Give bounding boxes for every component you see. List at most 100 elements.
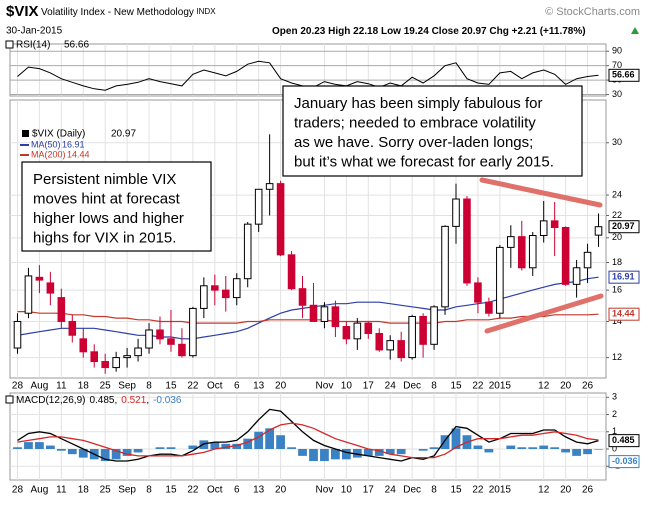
histogram-bar bbox=[484, 448, 494, 453]
histogram-bar bbox=[341, 448, 351, 460]
annotation-text: higher lows and higher bbox=[33, 210, 184, 227]
annotation-text: Persistent nimble VIX bbox=[33, 171, 176, 188]
histogram-bar bbox=[550, 447, 560, 449]
trend-line bbox=[479, 177, 603, 208]
histogram-bar bbox=[287, 447, 296, 449]
histogram-bar bbox=[100, 448, 110, 462]
histogram-bar bbox=[352, 448, 362, 458]
candle-body bbox=[79, 338, 88, 353]
candle-body bbox=[539, 220, 548, 236]
histogram-bar bbox=[451, 428, 461, 449]
candle-body bbox=[211, 285, 219, 291]
candle-body bbox=[342, 326, 351, 340]
x-tick-label: Oct bbox=[207, 381, 223, 392]
histogram-bar bbox=[396, 448, 406, 455]
x-tick-label: Aug bbox=[31, 381, 49, 392]
ohlc-value: 19.24 bbox=[404, 26, 429, 37]
y-tick-label: 22 bbox=[612, 210, 622, 220]
y-tick-label: 30 bbox=[612, 137, 622, 147]
histogram-bar bbox=[561, 448, 571, 453]
line bbox=[17, 311, 599, 324]
legend-label: MA(50) bbox=[31, 139, 61, 149]
x-tick-label: 20 bbox=[275, 485, 287, 496]
candle-body bbox=[517, 236, 526, 269]
x-tick-label: 10 bbox=[341, 381, 353, 392]
candle-body bbox=[331, 306, 340, 328]
y-tick-label: 0 bbox=[612, 443, 617, 453]
ohlc: Open 20.23 High 22.18 Low 19.24 Close 20… bbox=[272, 26, 586, 37]
histogram-bar bbox=[374, 448, 384, 456]
histogram-bar bbox=[265, 428, 275, 449]
candle-body bbox=[419, 315, 427, 345]
x-tick-label: 15 bbox=[165, 485, 177, 496]
x-tick-label: 20 bbox=[275, 381, 287, 392]
histogram-bar bbox=[331, 448, 340, 460]
legend-label: $VIX (Daily) bbox=[32, 129, 85, 140]
date: 30-Jan-2015 bbox=[6, 26, 63, 37]
x-tick-label: 28 bbox=[12, 381, 24, 392]
x-tick-label: 25 bbox=[100, 485, 112, 496]
annotation-text: moves hint at forecast bbox=[33, 190, 181, 207]
candle-body bbox=[408, 315, 416, 359]
histogram-bar bbox=[320, 448, 329, 462]
legend-swatch bbox=[22, 130, 29, 137]
annotation-box bbox=[21, 161, 212, 252]
x-tick-label: 18 bbox=[78, 381, 90, 392]
histogram-bar bbox=[166, 447, 176, 449]
legend-separator: , bbox=[146, 395, 149, 406]
legend-separator: , bbox=[115, 395, 118, 406]
candle-body bbox=[463, 198, 471, 284]
source: © StockCharts.com bbox=[545, 6, 640, 18]
legend-swatch bbox=[5, 395, 14, 404]
header-title: $VIX Volatility Index - New Methodology … bbox=[6, 3, 216, 20]
histogram-bar bbox=[13, 447, 22, 449]
change: +2.21 bbox=[512, 26, 538, 37]
legend-value: 56.66 bbox=[64, 40, 89, 51]
candle-body bbox=[134, 347, 142, 357]
legend-value: 0.521 bbox=[121, 395, 146, 406]
candle-body bbox=[474, 282, 482, 303]
x-tick-label: 15 bbox=[450, 485, 462, 496]
x-tick-label: 15 bbox=[165, 381, 177, 392]
candle-body bbox=[441, 225, 449, 308]
x-tick-label: 22 bbox=[472, 381, 484, 392]
x-tick-label: 10 bbox=[341, 485, 353, 496]
candle-body bbox=[178, 343, 186, 357]
legend-value: 14.44 bbox=[67, 149, 90, 159]
x-tick-label: Nov bbox=[316, 485, 334, 496]
y-tick-label: 3 bbox=[612, 392, 617, 402]
histogram-bar bbox=[385, 448, 395, 455]
x-tick-label: 22 bbox=[187, 381, 199, 392]
ohlc-label: Open bbox=[272, 26, 298, 37]
x-tick-label: 26 bbox=[582, 381, 594, 392]
x-tick-label: 8 bbox=[146, 485, 152, 496]
exchange: INDX bbox=[196, 7, 216, 16]
histogram-bar bbox=[35, 442, 44, 449]
x-tick-label: 18 bbox=[78, 485, 90, 496]
histogram-bar bbox=[594, 448, 603, 450]
up-arrow bbox=[631, 27, 639, 34]
x-tick-label: 8 bbox=[146, 381, 152, 392]
candle-body bbox=[156, 329, 164, 340]
x-tick-label: Sep bbox=[118, 381, 136, 392]
x-tick-label: Sep bbox=[118, 485, 136, 496]
x-tick-label: 12 bbox=[538, 381, 550, 392]
x-tick-label: Dec bbox=[403, 485, 421, 496]
y-tick-label: 24 bbox=[612, 189, 622, 199]
value-flag bbox=[608, 68, 640, 82]
candle-body bbox=[24, 275, 33, 314]
y-tick-label: 16 bbox=[612, 285, 622, 295]
legend: MACD(12,26,9) 0.485, 0.521, -0.036 bbox=[16, 395, 182, 406]
histogram-bar bbox=[24, 442, 33, 449]
legend-label: MACD(12,26,9) bbox=[16, 395, 85, 406]
value-flag bbox=[608, 307, 640, 321]
annotation-text: highs for VIX in 2015. bbox=[33, 229, 176, 246]
y-tick-label: 2 bbox=[612, 409, 617, 419]
candle-body bbox=[583, 251, 592, 269]
x-tick-label: 22 bbox=[472, 485, 484, 496]
candle-body bbox=[430, 306, 438, 345]
x-tick-label: 28 bbox=[12, 485, 24, 496]
x-tick-label: Nov bbox=[316, 381, 334, 392]
histogram-bar bbox=[56, 448, 66, 451]
